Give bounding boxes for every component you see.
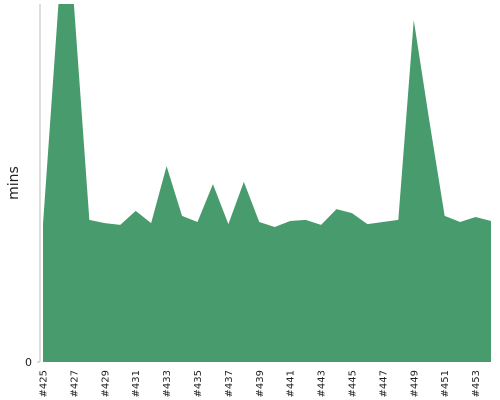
x-tick-label: #425	[39, 370, 50, 397]
y-axis-label: mins	[6, 166, 22, 200]
x-tick-label: #431	[131, 370, 142, 397]
x-tick-label: #449	[409, 370, 420, 397]
x-tick-label: #433	[162, 370, 173, 397]
x-tick-label: #445	[347, 370, 358, 397]
x-tick-label: #439	[255, 370, 266, 397]
x-tick-label: #441	[286, 370, 297, 397]
area	[43, 4, 491, 362]
x-tick-label: #443	[317, 370, 328, 397]
x-tick-label: #429	[100, 370, 111, 397]
x-tick-label: #451	[440, 370, 451, 397]
y-tick-label: 0	[25, 356, 32, 369]
x-tick-label: #447	[378, 370, 389, 397]
x-tick-label: #437	[224, 370, 235, 397]
x-tick-label: #453	[471, 370, 482, 397]
plot-area	[43, 4, 491, 362]
x-tick-label: #435	[193, 370, 204, 397]
x-tick-label: #427	[69, 370, 80, 397]
